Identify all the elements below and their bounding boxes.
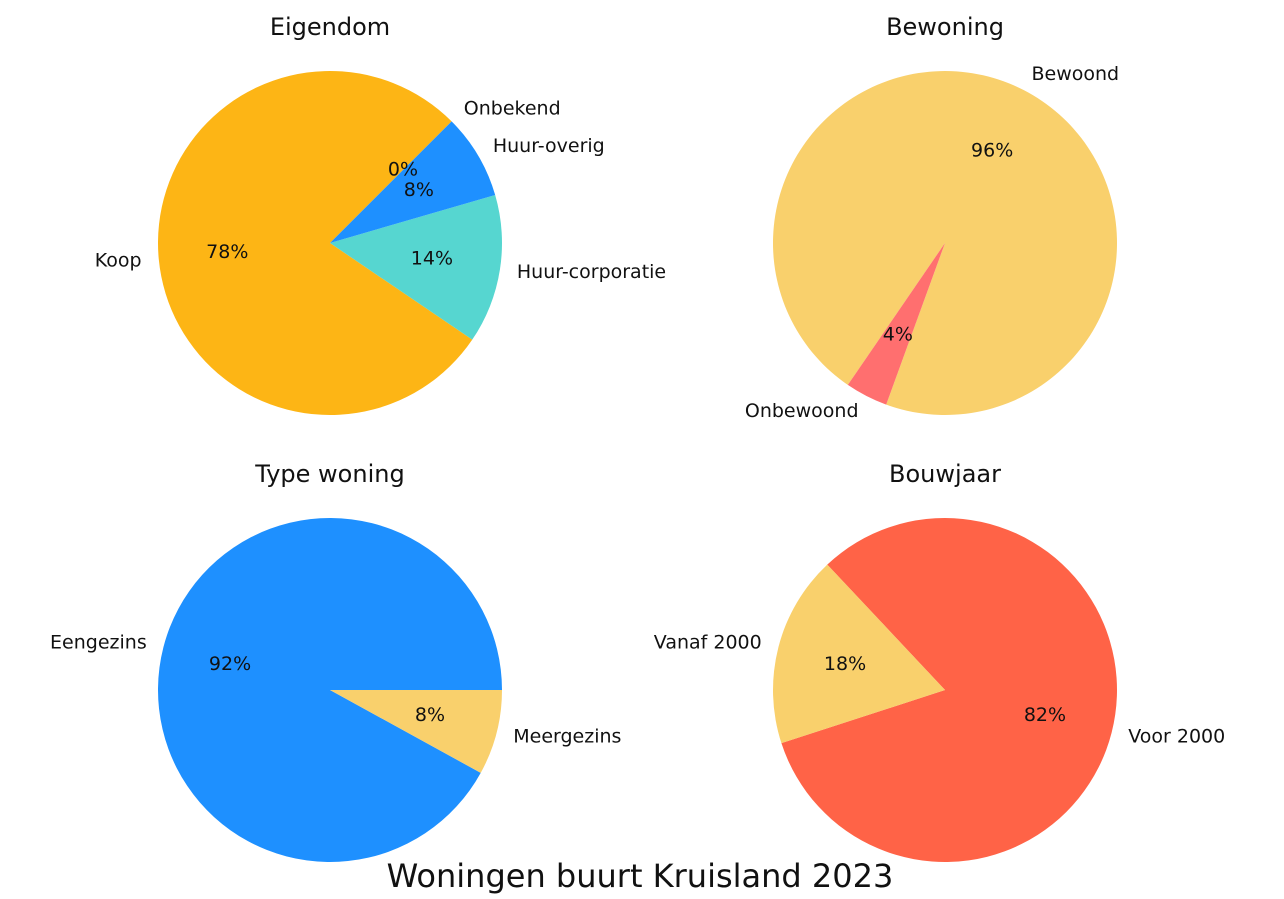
pie-slice <box>773 564 945 744</box>
slice-label: Bewoond <box>1031 63 1119 85</box>
pie-slice <box>157 517 502 862</box>
slice-label: Voor 2000 <box>1128 726 1225 748</box>
chart-title: Type woning <box>254 460 404 488</box>
pie-slice <box>781 517 1118 862</box>
percent-label: 14% <box>411 248 453 270</box>
slice-label: Vanaf 2000 <box>654 631 762 653</box>
percent-label: 8% <box>415 704 445 726</box>
slice-label: Eengezins <box>50 631 147 653</box>
chart-title: Bewoning <box>886 13 1004 41</box>
pie-slice <box>330 690 502 773</box>
pie-slice <box>330 195 502 340</box>
percent-label: 18% <box>824 653 866 675</box>
slice-label: Onbewoond <box>745 400 859 422</box>
percent-label: 8% <box>404 179 434 201</box>
percent-label: 96% <box>971 140 1013 162</box>
chart-title: Eigendom <box>270 13 390 41</box>
chart-title: Bouwjaar <box>889 460 1001 488</box>
pie-slice <box>847 243 945 405</box>
pie-slice <box>772 70 1117 415</box>
percent-label: 0% <box>388 159 418 181</box>
percent-label: 4% <box>883 323 913 345</box>
slice-label: Huur-corporatie <box>517 261 666 283</box>
slice-label: Huur-overig <box>493 135 605 157</box>
pie-slice <box>158 71 473 416</box>
slice-label: Onbekend <box>464 98 561 120</box>
percent-label: 92% <box>209 653 251 675</box>
percent-label: 78% <box>206 241 248 263</box>
figure-title: Woningen buurt Kruisland 2023 <box>387 857 894 895</box>
percent-label: 82% <box>1024 704 1066 726</box>
slice-label: Koop <box>95 249 142 271</box>
pie-slice <box>330 121 496 243</box>
slice-label: Meergezins <box>513 726 621 748</box>
